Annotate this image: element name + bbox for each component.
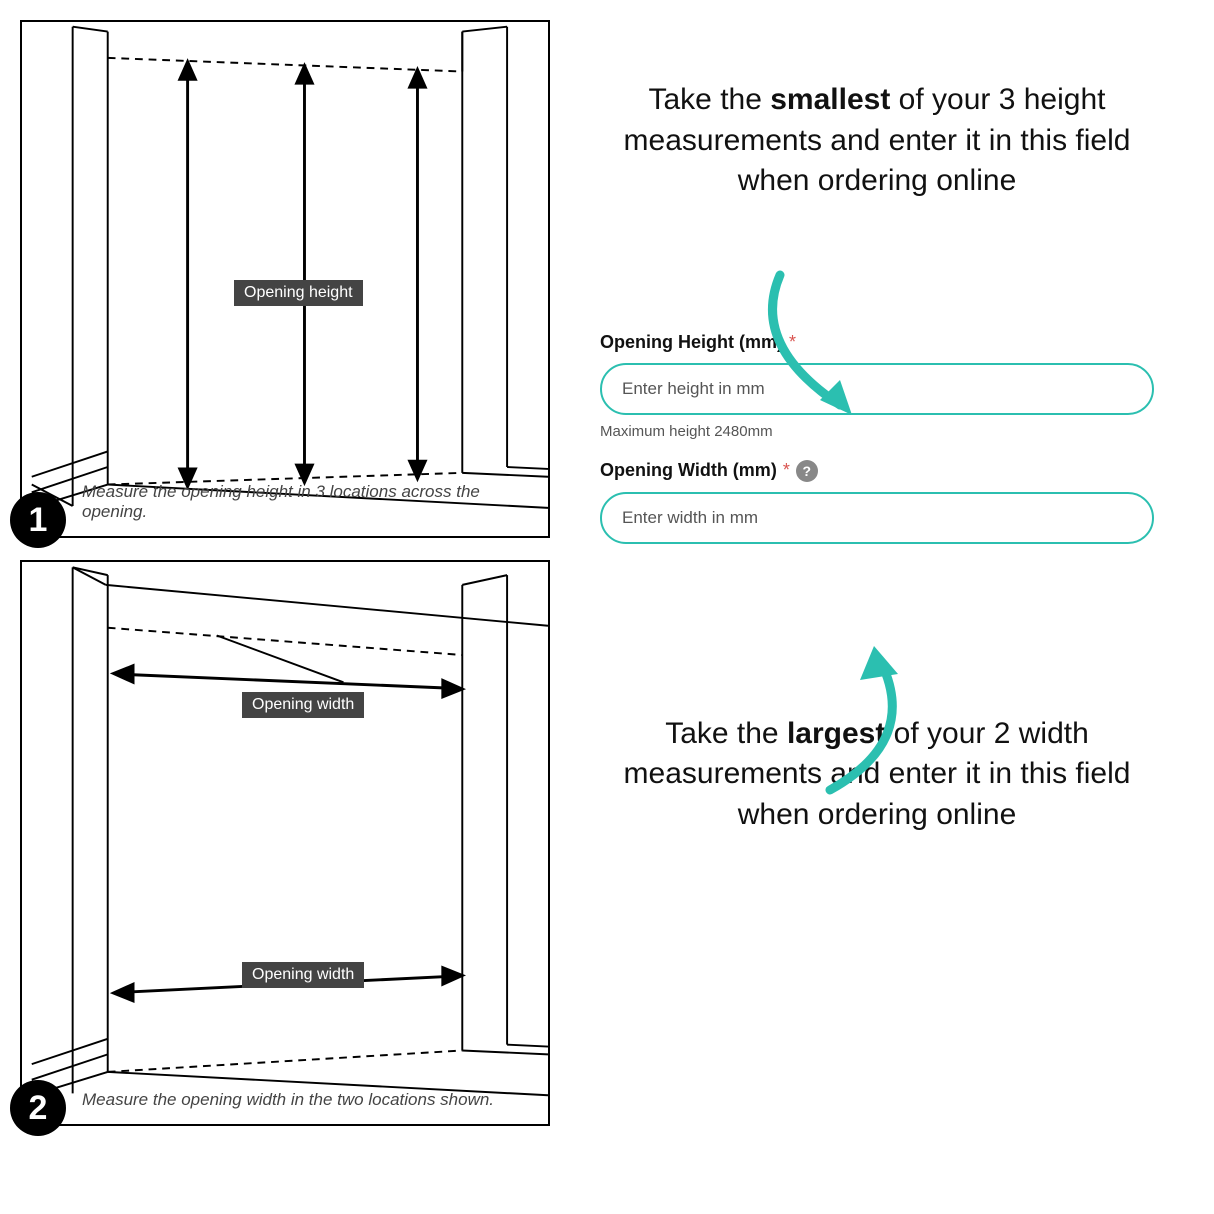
height-hint: Maximum height 2480mm: [600, 423, 1154, 440]
height-label: Opening height: [234, 280, 363, 306]
required-asterisk: *: [783, 460, 790, 481]
width-input[interactable]: [600, 492, 1154, 544]
help-icon[interactable]: ?: [796, 460, 818, 482]
height-input[interactable]: [600, 363, 1154, 415]
badge-1: 1: [10, 492, 66, 548]
height-field-label: Opening Height (mm) *: [600, 332, 1154, 353]
height-room-svg: [22, 22, 548, 536]
width-caption: Measure the opening width in the two loc…: [82, 1090, 494, 1110]
instruction-height: Take the smallest of your 3 height measu…: [600, 80, 1154, 202]
required-asterisk: *: [789, 332, 796, 353]
width-diagram: Opening width Opening width 2 Measure th…: [20, 560, 550, 1126]
width-field-label: Opening Width (mm) * ?: [600, 460, 1154, 482]
instruction-width: Take the largest of your 2 width measure…: [600, 714, 1154, 836]
width-room-svg: [22, 562, 548, 1124]
width-label-bottom: Opening width: [242, 962, 364, 988]
height-diagram: Opening height 1 Measure the opening hei…: [20, 20, 550, 538]
width-label-top: Opening width: [242, 692, 364, 718]
height-caption: Measure the opening height in 3 location…: [82, 482, 548, 522]
badge-2: 2: [10, 1080, 66, 1136]
